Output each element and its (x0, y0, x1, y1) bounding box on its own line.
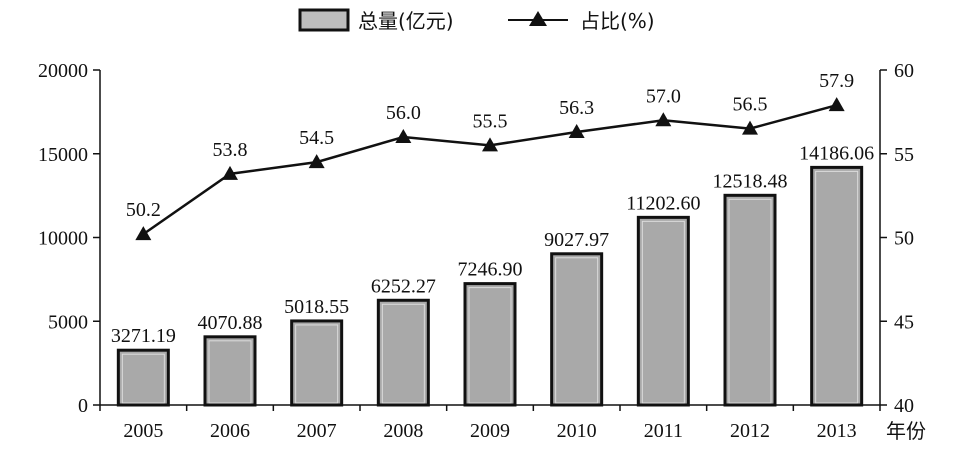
bar-value-label: 12518.48 (713, 170, 788, 192)
bar (550, 252, 604, 407)
bar (636, 215, 690, 407)
bar-value-label: 14186.06 (799, 142, 874, 164)
x-tick-label: 2011 (644, 420, 683, 442)
bar-value-label: 7246.90 (458, 259, 523, 281)
x-ticks: 2005 2006 2007 2008 2009 2010 2011 2012 2013 (99, 405, 881, 442)
legend-bar-label: 总量(亿元) (358, 9, 454, 33)
bar (810, 165, 864, 407)
legend-triangle-marker-icon (529, 11, 547, 26)
bar-inner-highlight (555, 257, 599, 404)
bar-value-label: 6252.27 (371, 275, 436, 297)
line-point-triangle-icon (568, 123, 585, 138)
bar (116, 348, 170, 407)
bar (723, 193, 777, 407)
bar (376, 298, 430, 407)
line-point-triangle-icon (135, 226, 152, 241)
bar-series (116, 165, 864, 407)
bar-value-label: 4070.88 (198, 312, 263, 334)
line-point-triangle-icon (655, 112, 672, 127)
line-value-label: 53.8 (213, 139, 248, 161)
x-tick-label: 2013 (817, 420, 857, 442)
left-y-tick-label: 0 (78, 395, 88, 417)
bar-value-label: 5018.55 (284, 296, 349, 318)
line-point-triangle-icon (222, 165, 238, 180)
line-value-label: 57.0 (646, 85, 681, 107)
line-value-label: 50.2 (126, 199, 161, 221)
bar (203, 335, 257, 407)
line-value-labels: 50.2 53.8 54.5 56.0 55.5 56.3 57.0 56.5 57.9 (126, 70, 854, 221)
x-tick-label: 2006 (210, 420, 250, 442)
right-y-tick-label: 45 (894, 311, 914, 333)
line-value-label: 57.9 (819, 70, 854, 92)
right-y-tick-label: 55 (894, 144, 914, 166)
line-value-label: 56.3 (559, 97, 594, 119)
line-point-triangle-icon (308, 154, 325, 169)
left-y-tick-label: 20000 (38, 60, 88, 82)
right-y-tick-label: 40 (894, 395, 914, 417)
bar-value-label: 9027.97 (544, 229, 609, 251)
line-value-label: 56.0 (386, 102, 421, 124)
left-y-ticks: 0 5000 10000 15000 20000 (38, 60, 100, 417)
bar (463, 282, 517, 407)
line-value-label: 54.5 (299, 127, 334, 149)
x-tick-label: 2010 (557, 420, 597, 442)
bar-value-label: 11202.60 (626, 192, 700, 214)
line-series (135, 97, 845, 241)
bar-inner-highlight (208, 340, 252, 404)
bar-inner-highlight (381, 303, 425, 404)
line-point-triangle-icon (482, 137, 498, 152)
bar-inner-highlight (468, 287, 512, 404)
bar-inner-highlight (641, 220, 685, 404)
bar-inner-highlight (121, 353, 165, 404)
line-point-triangle-icon (828, 97, 845, 112)
left-y-tick-label: 15000 (38, 144, 88, 166)
line-value-label: 56.5 (733, 94, 768, 116)
x-tick-label: 2009 (470, 420, 510, 442)
bar-inner-highlight (295, 324, 339, 404)
x-tick-label: 2007 (297, 420, 337, 442)
legend-bar-swatch (298, 8, 350, 32)
bar (290, 319, 344, 407)
x-tick-label: 2008 (383, 420, 423, 442)
left-y-tick-label: 10000 (38, 228, 88, 250)
left-y-tick-label: 5000 (48, 311, 88, 333)
right-y-tick-label: 50 (894, 228, 914, 250)
legend-line-label: 占比(%) (580, 9, 655, 33)
bar-inner-highlight (728, 198, 772, 404)
x-tick-label: 2012 (730, 420, 770, 442)
right-y-ticks: 40 45 50 55 60 (880, 60, 914, 417)
legend: 总量(亿元) 占比(%) (298, 8, 655, 33)
bar-value-label: 3271.19 (111, 325, 176, 347)
line-value-label: 55.5 (473, 110, 508, 132)
x-tick-label: 2005 (123, 420, 163, 442)
right-y-tick-label: 60 (894, 60, 914, 82)
bar-value-labels: 3271.19 4070.88 5018.55 6252.27 7246.90 9027.… (111, 142, 874, 347)
bar-inner-highlight (815, 170, 859, 404)
x-unit-label: 年份 (886, 419, 926, 443)
line-point-triangle-icon (742, 120, 758, 135)
line-point-triangle-icon (395, 129, 412, 143)
